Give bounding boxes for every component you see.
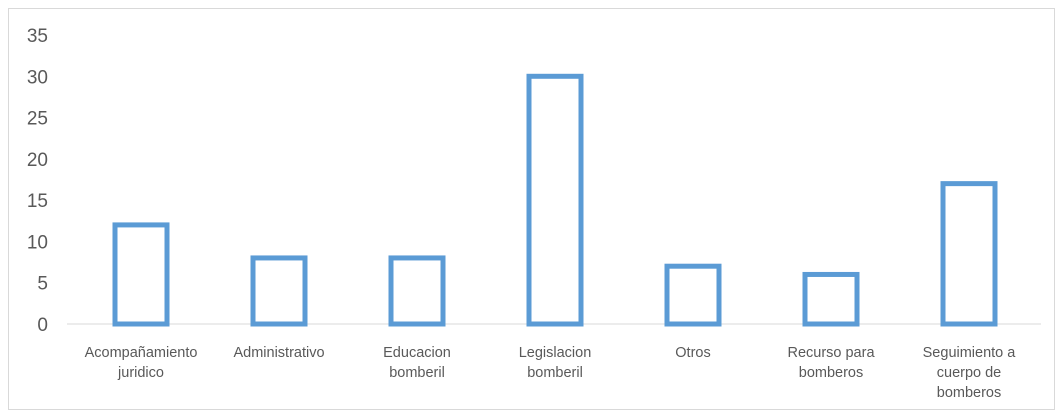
bar (388, 255, 446, 327)
x-tick-label-line: Seguimiento a (923, 345, 1017, 361)
x-tick-label-line: Otros (675, 345, 710, 361)
y-tick-label: 20 (27, 150, 48, 171)
bar (940, 181, 998, 327)
bar (526, 73, 584, 327)
x-tick-label-line: bomberil (527, 365, 583, 381)
x-tick-label: Seguimiento a cuerpo de bomberos (923, 345, 1017, 401)
bar (664, 263, 722, 327)
y-tick-label: 30 (27, 67, 48, 88)
y-tick-label: 10 (27, 232, 48, 253)
bar (250, 255, 308, 327)
x-tick-label-line: bomberos (799, 365, 863, 381)
y-tick-label: 35 (27, 26, 48, 47)
x-tick-label-line: Recurso para (787, 345, 875, 361)
x-tick-label: Otros (675, 345, 710, 361)
x-tick-label-line: Acompañamiento (85, 345, 198, 361)
bar (112, 222, 170, 327)
x-tick-label: Legislacion bomberil (519, 345, 592, 381)
bars (112, 73, 998, 327)
x-tick-label: Educacion bomberil (383, 345, 451, 381)
x-tick-label-line: bomberil (389, 365, 445, 381)
x-tick-label-line: Educacion (383, 345, 451, 361)
y-tick-label: 0 (37, 315, 48, 336)
y-tick-label: 25 (27, 109, 48, 130)
x-tick-label-line: bomberos (937, 385, 1001, 401)
x-tick-label-line: juridico (117, 365, 164, 381)
x-axis-labels: Acompañamiento juridico Administrativo Educ… (85, 345, 1017, 401)
x-tick-label: Administrativo (233, 345, 324, 361)
y-tick-label: 5 (37, 274, 48, 295)
x-tick-label-line: Legislacion (519, 345, 592, 361)
bar (802, 271, 860, 327)
x-tick-label-line: cuerpo de (937, 365, 1002, 381)
x-tick-label: Recurso para bomberos (787, 345, 875, 381)
y-axis-ticks: 0 5 10 15 20 25 30 35 (27, 26, 48, 336)
y-tick-label: 15 (27, 191, 48, 212)
x-tick-label: Acompañamiento juridico (85, 345, 198, 381)
x-tick-label-line: Administrativo (233, 345, 324, 361)
